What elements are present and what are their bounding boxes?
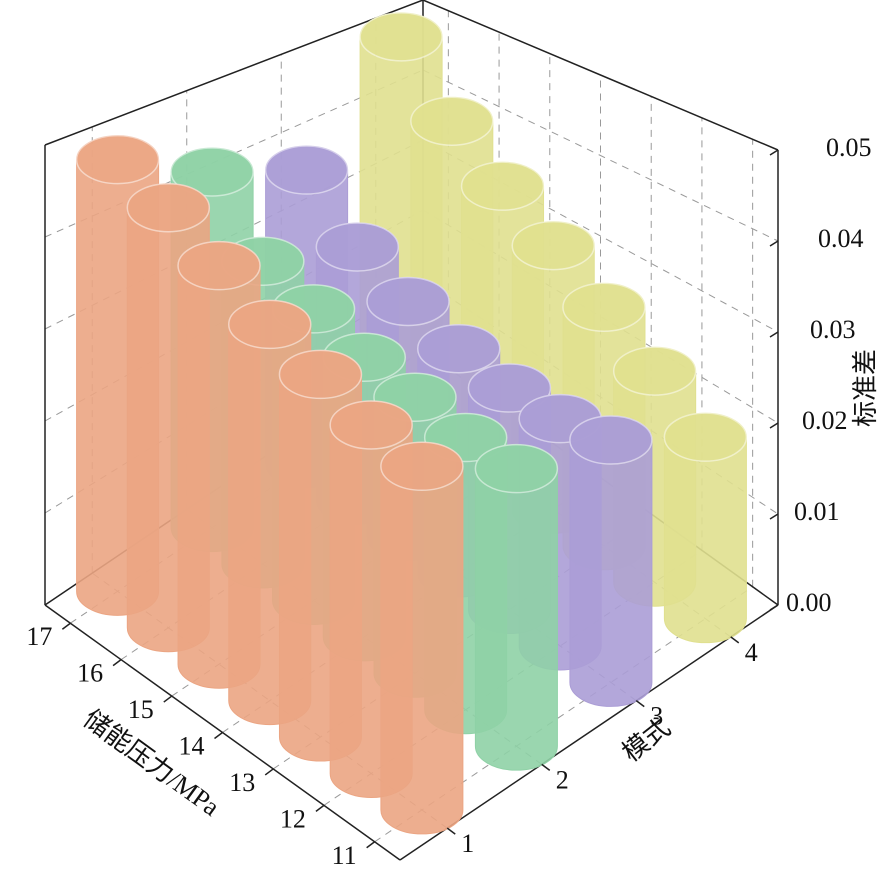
cylinder-top bbox=[410, 96, 494, 146]
z-tick bbox=[769, 422, 779, 429]
x-tick bbox=[264, 768, 274, 776]
labels: 储能压力/MPa 模式 标准差 0.000.010.020.030.040.05… bbox=[26, 133, 880, 870]
cylinder bbox=[380, 441, 464, 835]
x-tick bbox=[366, 841, 376, 849]
cylinder-top bbox=[511, 220, 595, 271]
cylinder-top bbox=[663, 412, 748, 462]
cylinder-top bbox=[474, 443, 559, 494]
z-tick-label: 0.02 bbox=[802, 406, 848, 435]
x-tick-label: 15 bbox=[128, 695, 154, 724]
z-tick bbox=[769, 513, 779, 520]
grid-line bbox=[422, 69, 779, 242]
cylinder-top bbox=[612, 346, 697, 396]
cylinder-top bbox=[177, 240, 261, 291]
axis-edge bbox=[422, 0, 779, 151]
cylinder-top bbox=[460, 161, 545, 211]
y-tick bbox=[446, 827, 456, 835]
cylinder bbox=[474, 444, 558, 771]
x-tick-label: 11 bbox=[332, 841, 357, 870]
x-tick-label: 17 bbox=[26, 622, 52, 651]
cylinder-top bbox=[562, 282, 646, 332]
bars bbox=[75, 12, 748, 835]
cylinder-top bbox=[467, 363, 552, 413]
axis-edge bbox=[44, 0, 424, 146]
z-tick bbox=[769, 604, 779, 611]
x-tick-label: 13 bbox=[229, 768, 255, 797]
z-tick-label: 0.05 bbox=[826, 133, 872, 162]
cylinder-top bbox=[359, 12, 443, 62]
cylinder-top bbox=[315, 222, 400, 272]
z-tick bbox=[769, 149, 779, 156]
y-tick bbox=[635, 700, 645, 708]
z-tick bbox=[769, 240, 779, 247]
cylinder-top bbox=[366, 276, 450, 327]
cylinder-top bbox=[380, 441, 464, 492]
cylinder-top bbox=[417, 323, 501, 374]
x-tick bbox=[163, 695, 173, 703]
z-tick-label: 0.01 bbox=[794, 497, 840, 526]
z-axis-title: 标准差 bbox=[851, 349, 880, 427]
y-tick-label: 2 bbox=[556, 765, 569, 794]
x-tick bbox=[112, 659, 122, 667]
cylinder-top bbox=[126, 182, 211, 233]
x-tick-label: 16 bbox=[77, 659, 103, 688]
y-tick-label: 1 bbox=[461, 829, 474, 858]
z-tick-label: 0.03 bbox=[810, 315, 856, 344]
y-tick-label: 3 bbox=[650, 702, 663, 731]
y-tick-label: 4 bbox=[745, 638, 758, 667]
x-tick bbox=[61, 622, 71, 630]
x-tick-label: 12 bbox=[280, 804, 306, 833]
cylinder-top bbox=[278, 349, 363, 400]
cylinder-top bbox=[329, 400, 413, 450]
z-tick bbox=[769, 331, 779, 338]
axis-edge bbox=[399, 604, 779, 861]
x-tick bbox=[214, 731, 223, 740]
z-tick-label: 0.00 bbox=[786, 588, 832, 617]
cylinder-top bbox=[228, 299, 312, 350]
cylinder-top bbox=[75, 134, 160, 185]
y-tick bbox=[541, 763, 551, 771]
z-tick-label: 0.04 bbox=[818, 224, 864, 253]
x-tick-label: 14 bbox=[179, 731, 205, 760]
cylinder-top bbox=[170, 147, 254, 197]
x-tick bbox=[315, 804, 325, 812]
cylinder-top bbox=[264, 145, 349, 195]
y-axis-title: 模式 bbox=[617, 713, 676, 768]
cylinder-top bbox=[569, 415, 653, 465]
y-tick bbox=[730, 636, 740, 644]
